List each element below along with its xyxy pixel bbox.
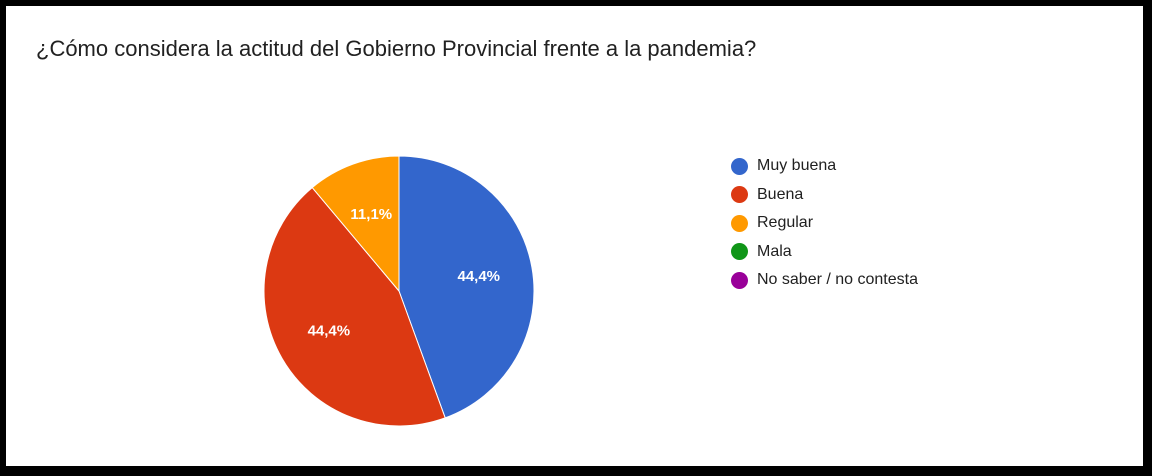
slice-label-regular: 11,1% [350,206,392,223]
legend-item-buena[interactable]: Buena [731,181,918,210]
legend-swatch [731,157,748,175]
legend-item-muy-buena[interactable]: Muy buena [731,152,918,181]
pie-chart: 44,4% 44,4% 11,1% [263,155,535,427]
legend-swatch [731,214,748,232]
legend-label: No saber / no contesta [757,271,918,289]
legend-label: Mala [757,242,792,260]
pie-slice-buena[interactable] [263,186,446,427]
pie-slice-regular[interactable] [311,155,400,293]
legend-label: Muy buena [757,157,837,175]
slice-label-muy-buena: 44,4% [457,268,500,285]
chart-card: ¿Cómo considera la actitud del Gobierno … [6,6,1143,466]
pie-slice-muy-buena[interactable] [398,155,535,419]
legend-item-mala[interactable]: Mala [731,238,918,267]
legend-label: Buena [757,185,804,203]
chart-title: ¿Cómo considera la actitud del Gobierno … [36,36,757,61]
legend-swatch [731,271,748,289]
slice-label-buena: 44,4% [308,322,351,339]
chart-legend: Muy buena Buena Regular Mala No saber / no c… [731,152,918,295]
legend-swatch [731,186,748,204]
legend-swatch [731,243,748,261]
legend-item-no-saber-no-contesta[interactable]: No saber / no contesta [731,266,918,295]
legend-item-regular[interactable]: Regular [731,209,918,238]
legend-label: Regular [757,214,814,232]
